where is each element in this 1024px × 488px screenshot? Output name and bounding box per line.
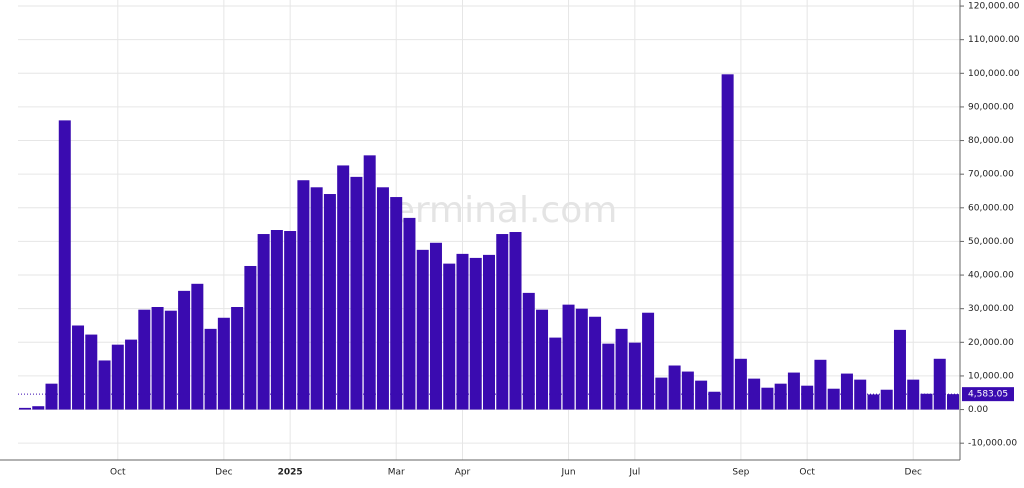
bar: [111, 344, 124, 410]
y-tick-label: 10,000.00: [968, 371, 1014, 381]
bar: [72, 325, 85, 410]
y-tick-label: 70,000.00: [968, 170, 1014, 180]
y-tick-label: 80,000.00: [968, 136, 1014, 146]
bar: [721, 74, 734, 410]
bar: [509, 232, 522, 410]
bar: [297, 180, 310, 410]
bar: [734, 358, 747, 410]
bar: [668, 365, 681, 410]
bar: [45, 383, 58, 410]
bar: [416, 249, 429, 410]
bar: [98, 360, 111, 410]
bar: [536, 309, 549, 410]
bar: [217, 317, 230, 410]
bar: [138, 309, 151, 410]
x-tick-label: Sep: [732, 468, 749, 478]
bar: [390, 197, 403, 410]
bar: [761, 387, 774, 410]
bar: [893, 329, 906, 410]
bar: [257, 234, 270, 410]
bar: [363, 155, 376, 410]
watermark: erminal.com: [393, 190, 618, 231]
bar: [32, 406, 45, 410]
bar: [907, 379, 920, 410]
bar: [231, 307, 244, 410]
x-tick-label: 2025: [278, 468, 303, 478]
bar: [19, 407, 31, 410]
bar: [695, 380, 708, 410]
bar: [323, 194, 336, 410]
bar: [58, 120, 71, 410]
y-tick-label: 60,000.00: [968, 203, 1014, 213]
x-tick-label: Dec: [215, 468, 232, 478]
y-tick-label: 20,000.00: [968, 338, 1014, 348]
bar: [655, 377, 668, 410]
bar: [933, 358, 946, 410]
x-tick-label: Jun: [561, 468, 576, 478]
bar: [443, 263, 456, 410]
bar: [854, 379, 867, 410]
bar: [204, 328, 217, 410]
x-tick-label: Mar: [388, 468, 405, 478]
bar: [642, 312, 655, 410]
y-tick-label: 0.00: [968, 405, 988, 415]
x-tick-label: Jul: [628, 468, 640, 478]
bar: [429, 242, 442, 410]
bar: [814, 359, 827, 410]
y-tick-label: 100,000.00: [968, 69, 1020, 79]
x-tick-label: Oct: [799, 468, 815, 478]
bar: [483, 254, 495, 410]
x-tick-label: Dec: [905, 468, 922, 478]
bar: [178, 290, 191, 410]
bar: [376, 187, 389, 410]
bar: [787, 372, 800, 410]
bar: [748, 378, 761, 410]
bar: [708, 391, 721, 410]
bar: [615, 328, 628, 410]
last-value-label: 4,583.05: [968, 390, 1008, 400]
bar: [496, 234, 509, 410]
bar: [920, 393, 933, 410]
bar: [947, 394, 959, 410]
bar: [801, 385, 814, 410]
bar: [456, 253, 469, 410]
bar: [270, 230, 283, 410]
bar: [350, 176, 363, 410]
bar: [575, 308, 588, 410]
y-tick-label: -10,000.00: [968, 439, 1017, 449]
bar: [827, 388, 840, 410]
bar: [85, 334, 98, 410]
bar: [310, 187, 323, 410]
bar: [880, 389, 893, 410]
bar: [602, 343, 615, 410]
bar: [244, 265, 257, 410]
bar: [337, 165, 350, 410]
bar: [403, 217, 416, 410]
bar: [589, 316, 602, 410]
bar: [628, 342, 641, 410]
bar: [151, 307, 164, 410]
x-tick-label: Apr: [455, 468, 471, 478]
x-tick-label: Oct: [110, 468, 126, 478]
y-tick-label: 110,000.00: [968, 35, 1020, 45]
bar: [774, 383, 787, 410]
bar: [125, 339, 138, 410]
bar: [164, 310, 177, 410]
y-tick-label: 90,000.00: [968, 102, 1014, 112]
y-tick-label: 40,000.00: [968, 271, 1014, 281]
bar: [549, 337, 562, 410]
bar: [562, 304, 575, 410]
bar: [284, 231, 297, 410]
last-value-badge: [962, 387, 1014, 402]
bar: [867, 394, 880, 410]
bar: [469, 257, 482, 410]
bar: [522, 292, 535, 410]
y-tick-label: 120,000.00: [968, 2, 1020, 12]
bar: [840, 373, 853, 410]
y-tick-label: 50,000.00: [968, 237, 1014, 247]
y-tick-label: 30,000.00: [968, 304, 1014, 314]
bar: [681, 371, 694, 410]
bar: [191, 283, 204, 410]
